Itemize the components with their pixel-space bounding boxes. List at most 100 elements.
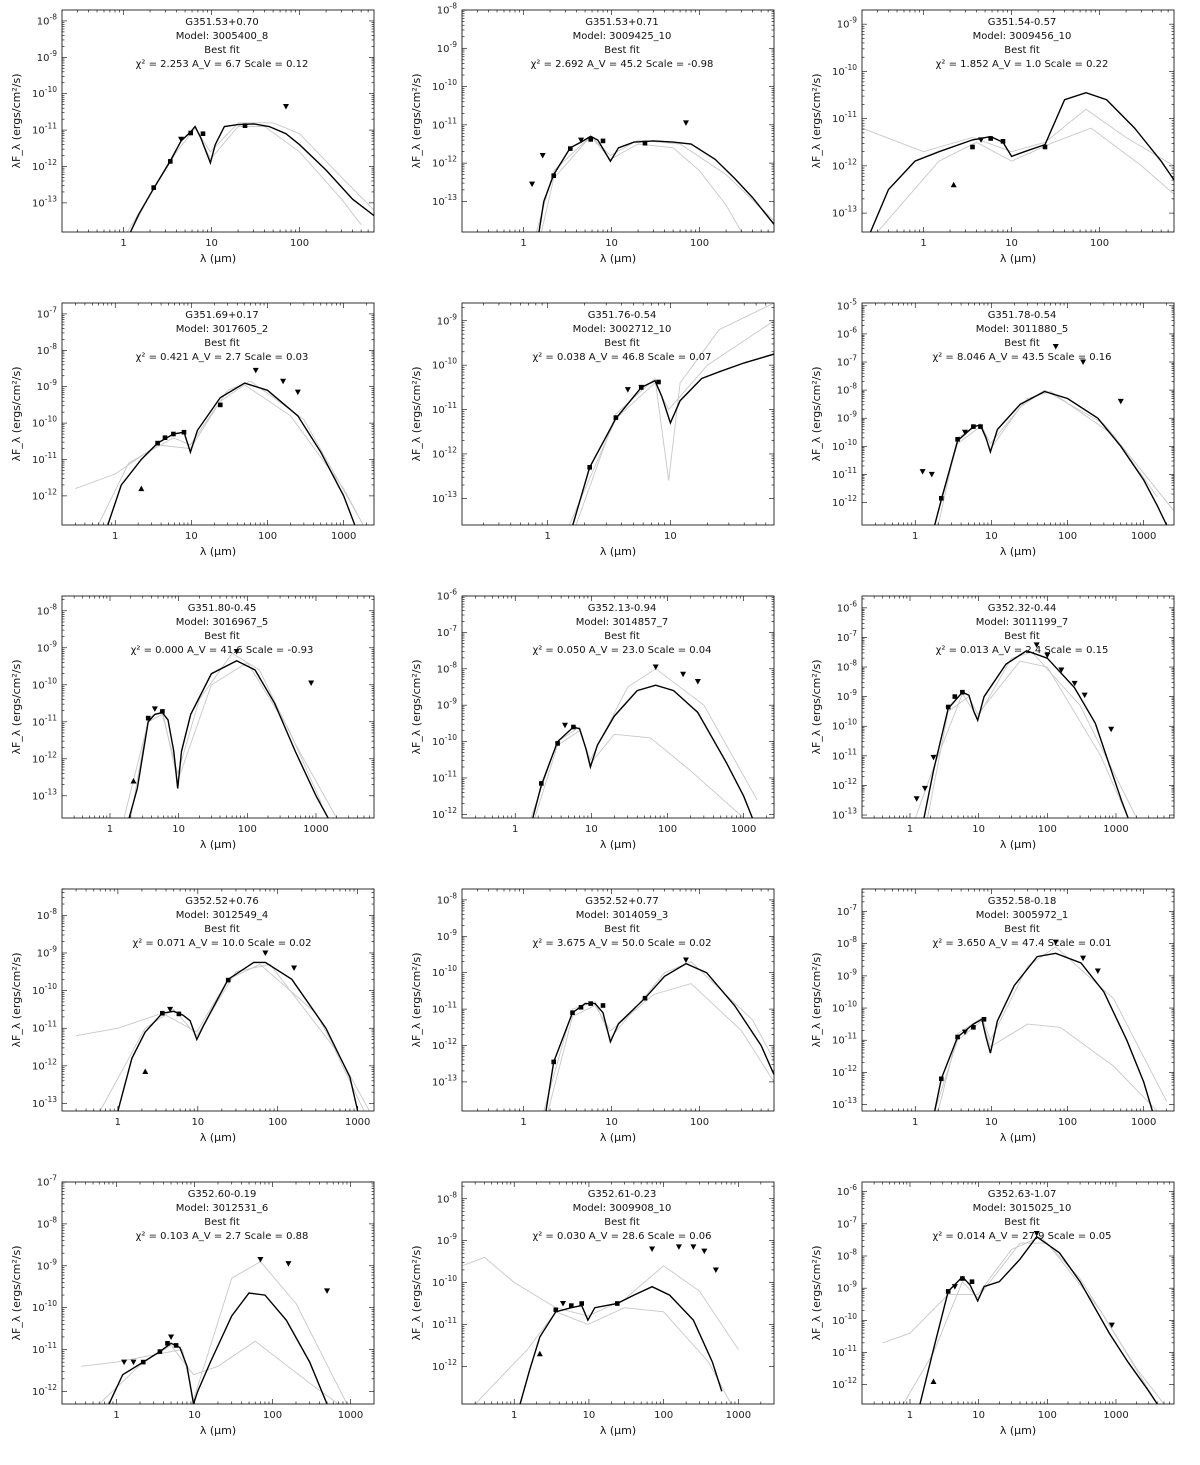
upper-limit-marker (682, 957, 689, 963)
x-axis-label: λ (μm) (200, 1131, 236, 1144)
axes-frame (461, 9, 775, 233)
detection-point (553, 1307, 559, 1313)
sed-panel: 1 10 100 10-8 10-9 10-10 10-11 10-12 10-13 λ (μm)… (400, 879, 800, 1172)
y-tick-label: 10-10 (432, 964, 457, 979)
fit-label: Best fit (204, 338, 240, 349)
upper-limit-marker (978, 137, 985, 143)
model-label: Model: 3012549_4 (176, 910, 268, 921)
y-tick-label: 10-9 (837, 410, 857, 425)
upper-limit-marker (1033, 1230, 1040, 1237)
detection-point (218, 402, 223, 408)
y-tick-label: 10-10 (832, 1312, 857, 1327)
detection-point (571, 724, 576, 730)
y-tick-label: 10-7 (37, 305, 57, 320)
model-curve (530, 726, 744, 818)
best-fit-curve (117, 961, 359, 1111)
detection-point (579, 1301, 584, 1306)
x-tick-label: 1000 (1103, 1410, 1128, 1421)
plot-area (530, 664, 758, 818)
y-tick-label: 10-11 (432, 1316, 457, 1331)
panel-title: G351.54-0.57 (988, 17, 1057, 28)
y-tick-label: 10-12 (832, 157, 857, 172)
upper-limit-marker (560, 1300, 567, 1307)
x-tick-label: 10 (172, 824, 185, 835)
plot-area (882, 1230, 1165, 1404)
model-label: Model: 3009425_10 (573, 31, 672, 42)
detection-point (971, 424, 976, 429)
x-tick-label: 1000 (1131, 531, 1156, 542)
best-fit-curve (128, 660, 329, 818)
detection-point (155, 440, 160, 446)
best-fit-curve (869, 91, 1174, 232)
sed-panel: 1 10 100 10-8 10-9 10-10 10-11 10-12 10-13 λ (μm)… (0, 0, 400, 293)
x-axis-label: λ (μm) (600, 1424, 636, 1437)
y-tick-label: 10-12 (832, 1376, 857, 1391)
x-tick-label: 1 (907, 824, 913, 835)
detection-point (539, 781, 544, 786)
y-tick-label: 10-8 (37, 12, 57, 27)
fit-stats: χ² = 0.421 A_V = 2.7 Scale = 0.03 (136, 352, 309, 363)
y-axis-label: λF_λ (ergs/cm²/s) (810, 366, 823, 461)
detection-point (157, 1349, 163, 1354)
lower-limit-marker (138, 485, 145, 492)
y-tick-label: 10-13 (432, 193, 457, 208)
upper-limit-marker (167, 1006, 174, 1013)
axes-frame (861, 888, 1175, 1112)
y-tick-label: 10-7 (837, 1215, 857, 1230)
y-tick-label: 10-13 (832, 1096, 857, 1111)
axes-frame (61, 302, 375, 526)
fit-stats: χ² = 2.253 A_V = 6.7 Scale = 0.12 (136, 59, 309, 70)
y-tick-label: 10-7 (837, 629, 857, 644)
y-tick-label: 10-9 (837, 1280, 857, 1295)
fit-label: Best fit (204, 1217, 240, 1228)
plot-area (80, 1256, 348, 1404)
upper-limit-marker (928, 471, 935, 478)
plot-area (913, 642, 1138, 818)
y-tick-label: 10-11 (432, 116, 457, 131)
axes-frame (861, 1181, 1175, 1405)
fit-stats: χ² = 0.013 A_V = 2.4 Scale = 0.15 (936, 645, 1109, 656)
fit-stats: χ² = 0.038 A_V = 46.8 Scale = 0.07 (532, 352, 711, 363)
detection-point (955, 437, 960, 442)
y-tick-label: 10-10 (32, 1299, 57, 1314)
x-tick-label: 10 (205, 238, 218, 249)
detection-point (555, 741, 560, 746)
upper-limit-marker (675, 1244, 682, 1250)
fit-label: Best fit (1004, 1217, 1040, 1228)
detection-point (570, 1010, 575, 1015)
panel-title: G351.78-0.54 (988, 310, 1057, 321)
detection-point (978, 424, 983, 429)
best-fit-curve (107, 382, 356, 525)
y-tick-label: 10-11 (32, 1341, 57, 1356)
sed-panel: 1 10 100 1000 10-8 10-9 10-10 10-11 10-12 λ (μm) λ… (400, 1172, 800, 1465)
y-tick-label: 10-12 (32, 1383, 57, 1398)
detection-point (588, 137, 593, 142)
y-tick-label: 10-8 (37, 907, 57, 922)
upper-limit-marker (701, 1248, 708, 1255)
x-tick-label: 1000 (303, 824, 328, 835)
y-tick-label: 10-7 (437, 624, 457, 639)
upper-limit-marker (529, 181, 536, 188)
x-tick-label: 10 (972, 1410, 985, 1421)
y-tick-label: 10-8 (37, 602, 57, 617)
detection-point (970, 144, 975, 150)
best-fit-curve (129, 123, 374, 232)
y-tick-label: 10-13 (32, 787, 57, 802)
upper-limit-marker (168, 1334, 175, 1340)
y-tick-label: 10-11 (432, 401, 457, 416)
y-tick-label: 10-11 (832, 1344, 857, 1359)
y-tick-label: 10-9 (837, 688, 857, 703)
best-fit-curve (923, 650, 1129, 818)
detection-point (551, 173, 556, 178)
upper-limit-marker (285, 1261, 292, 1267)
sed-plot: 1 10 100 1000 10-7 10-8 10-9 10-10 10-11 10-12 λ (… (10, 1174, 375, 1437)
x-tick-label: 100 (690, 238, 709, 249)
model-curve (937, 946, 1167, 1111)
sed-plot: 1 10 100 1000 10-6 10-7 10-8 10-9 10-10 10-11 10-1… (410, 588, 775, 851)
sed-plot: 1 10 100 1000 10-6 10-7 10-8 10-9 10-10 10-11 10-1… (810, 1181, 1175, 1437)
sed-panel: 1 10 100 1000 10-8 10-9 10-10 10-11 10-12 10-13 λ … (0, 586, 400, 879)
plot-area (76, 950, 370, 1111)
sed-panel: 1 10 100 1000 10-7 10-8 10-9 10-10 10-11 10-12 λ (… (0, 1172, 400, 1465)
y-tick-label: 10-12 (32, 158, 57, 173)
best-fit-curve (572, 353, 774, 525)
